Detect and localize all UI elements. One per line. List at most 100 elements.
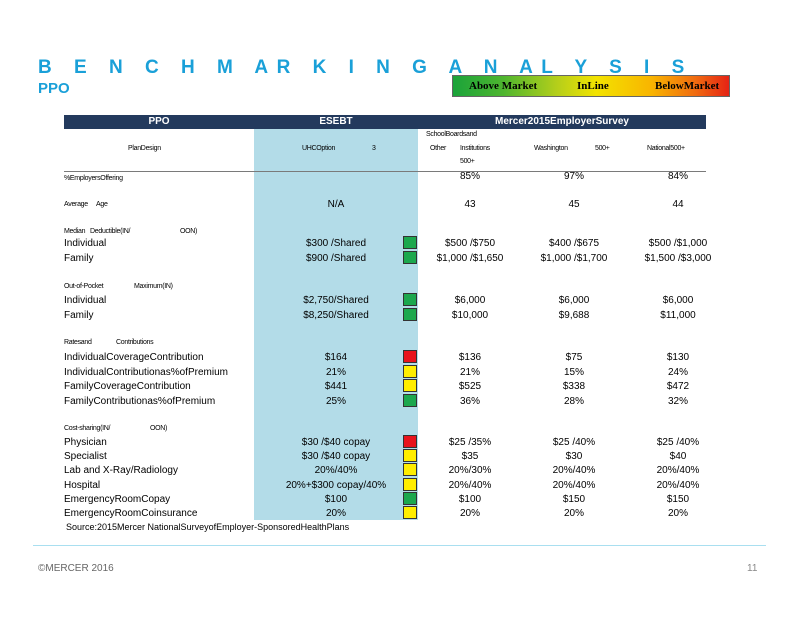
cell-washington-specialist: $30 [565, 451, 583, 462]
cell-esebt-physician: $30 /$40 copay [301, 437, 371, 448]
footer-divider [33, 545, 766, 546]
row-label-age: Age [96, 201, 108, 208]
indicator-deductible-individual [403, 236, 417, 249]
cell-esebt-er-copay: $100 [324, 494, 348, 505]
subheader-school-other: Other [430, 145, 447, 152]
section-label-contributions: Contributions [116, 339, 154, 346]
row-label-lab: Lab and X-Ray/Radiology [64, 465, 178, 476]
cell-school-deductible-individual: $500 /$750 [444, 238, 496, 249]
cell-washington-physician: $25 /40% [552, 437, 596, 448]
subheader-uhc-option-number: 3 [372, 145, 376, 152]
cell-national-family-coverage: $472 [666, 381, 690, 392]
indicator-oop-family [403, 308, 417, 321]
cell-national-er-copay: $150 [666, 494, 690, 505]
cell-school-oop-family: $10,000 [451, 310, 489, 321]
cell-esebt-family-coverage: $441 [324, 381, 348, 392]
cell-washington-er-copay: $150 [562, 494, 586, 505]
section-label-cost-sharing-oon: OON) [150, 425, 168, 432]
esebt-column-band [254, 129, 418, 520]
subheader-national: National500+ [647, 145, 685, 152]
indicator-family-coverage [403, 379, 417, 392]
cell-school-er-coinsurance: 20% [459, 508, 480, 519]
cell-national-employers: 84% [667, 171, 688, 182]
indicator-specialist [403, 449, 417, 462]
section-label-deductible: Deductible(IN/ [90, 228, 131, 235]
row-label-individual-coverage: IndividualCoverageContribution [64, 352, 204, 363]
cell-national-lab: 20%/40% [656, 465, 700, 476]
row-label-oop-individual: Individual [64, 295, 107, 306]
indicator-individual-pct [403, 365, 417, 378]
subheader-washington: Washington [534, 145, 568, 152]
cell-national-physician: $25 /40% [656, 437, 700, 448]
cell-school-specialist: $35 [461, 451, 479, 462]
legend-above-market: Above Market [469, 80, 538, 92]
cell-national-er-coinsurance: 20% [667, 508, 688, 519]
indicator-physician [403, 435, 417, 448]
cell-esebt-oop-individual: $2,750/Shared [303, 295, 369, 306]
cell-school-family-coverage: $525 [458, 381, 482, 392]
section-label-maximum: Maximum(IN) [134, 283, 173, 290]
cell-washington-family-coverage: $338 [562, 381, 586, 392]
indicator-family-pct [403, 394, 417, 407]
subheader-school-size: 500+ [460, 158, 475, 165]
row-label-er-copay: EmergencyRoomCopay [64, 494, 171, 505]
cell-school-family-pct: 36% [459, 396, 480, 407]
cell-washington-oop-family: $9,688 [558, 310, 590, 321]
subheader-school-boards-line1: SchoolBoardsand [426, 131, 477, 138]
indicator-individual-coverage [403, 350, 417, 363]
subheader-school-institutions: Institutions [460, 145, 490, 152]
cell-school-er-copay: $100 [458, 494, 482, 505]
cell-washington-er-coinsurance: 20% [563, 508, 584, 519]
cell-esebt-specialist: $30 /$40 copay [301, 451, 371, 462]
row-label-deductible-individual: Individual [64, 238, 107, 249]
market-legend: Above Market InLine BelowMarket [452, 75, 730, 97]
cell-esebt-deductible-individual: $300 /Shared [305, 238, 367, 249]
cell-national-deductible-individual: $500 /$1,000 [648, 238, 708, 249]
cell-washington-individual-coverage: $75 [565, 352, 583, 363]
header-mercer-survey: Mercer2015EmployerSurvey [418, 115, 706, 129]
indicator-oop-individual [403, 293, 417, 306]
cell-washington-age: 45 [568, 199, 580, 210]
cell-esebt-family-pct: 25% [325, 396, 346, 407]
subheader-uhc-option: UHCOption [302, 145, 336, 152]
cell-national-individual-coverage: $130 [666, 352, 690, 363]
row-label-average: Average [64, 201, 88, 208]
header-esebt: ESEBT [254, 115, 418, 129]
subheader-plan-design: PlanDesign [128, 145, 161, 152]
cell-national-deductible-family: $1,500 /$3,000 [644, 253, 712, 264]
row-label-oop-family: Family [64, 310, 94, 321]
cell-school-lab: 20%/30% [448, 465, 492, 476]
section-label-out-of-pocket: Out-of-Pocket [64, 283, 104, 290]
table-divider [64, 171, 706, 172]
cell-school-deductible-family: $1,000 /$1,650 [436, 253, 504, 264]
legend-below-market: BelowMarket [655, 80, 720, 92]
row-label-er-coinsurance: EmergencyRoomCoinsurance [64, 508, 198, 519]
cell-esebt-hospital: 20%+$300 copay/40% [285, 480, 387, 491]
page-subtitle: PPO [38, 80, 70, 97]
cell-school-physician: $25 /35% [448, 437, 492, 448]
section-label-median: Median [64, 228, 86, 235]
page-number: 11 [747, 563, 758, 574]
section-label-deductible-oon: OON) [180, 228, 198, 235]
footer-copyright: ©MERCER 2016 [38, 563, 114, 574]
cell-school-individual-coverage: $136 [458, 352, 482, 363]
cell-washington-lab: 20%/40% [552, 465, 596, 476]
cell-national-individual-pct: 24% [667, 367, 688, 378]
indicator-er-copay [403, 492, 417, 505]
cell-washington-employers: 97% [563, 171, 584, 182]
row-label-family-pct: FamilyContributionas%ofPremium [64, 396, 216, 407]
row-label-family-coverage: FamilyCoverageContribution [64, 381, 191, 392]
indicator-hospital [403, 478, 417, 491]
row-label-specialist: Specialist [64, 451, 107, 462]
cell-esebt-age: N/A [327, 199, 345, 210]
cell-washington-oop-individual: $6,000 [558, 295, 590, 306]
subheader-washington-size: 500+ [595, 145, 610, 152]
source-note: Source:2015Mercer NationalSurveyofEmploy… [66, 522, 350, 532]
legend-inline: InLine [577, 80, 609, 92]
cell-school-age: 43 [464, 199, 476, 210]
benchmark-table: PPO ESEBT Mercer2015EmployerSurvey PlanD… [64, 115, 711, 520]
row-label-individual-pct: IndividualContributionas%ofPremium [64, 367, 228, 378]
cell-washington-individual-pct: 15% [563, 367, 584, 378]
cell-washington-deductible-individual: $400 /$675 [548, 238, 600, 249]
page-title: B E N C H M AR K I N G A N AL Y S I S [38, 57, 693, 78]
